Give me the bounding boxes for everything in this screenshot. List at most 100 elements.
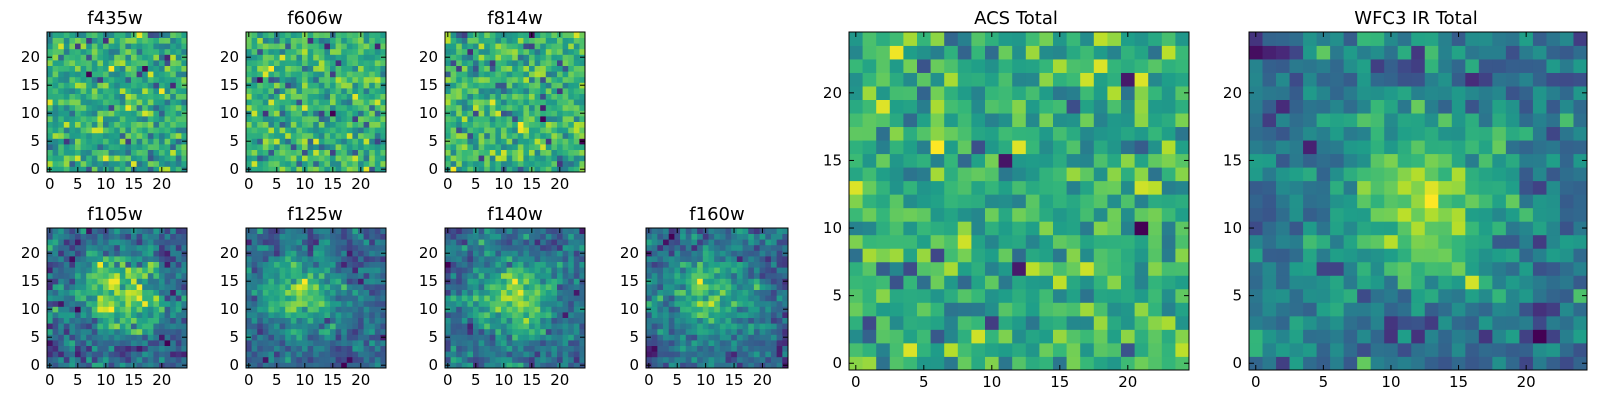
heatmap-cell — [114, 43, 121, 50]
heatmap-cell — [318, 138, 325, 145]
heatmap-cell — [175, 37, 182, 44]
heatmap-cell — [668, 323, 675, 330]
heatmap-cell — [159, 244, 165, 251]
heatmap-cell — [318, 295, 325, 302]
heatmap-cell — [971, 221, 986, 236]
heatmap-cell — [324, 272, 331, 279]
heatmap-cell — [478, 267, 485, 274]
heatmap-cell — [159, 121, 165, 128]
heatmap-cell — [579, 351, 586, 358]
heatmap-cell — [125, 149, 132, 156]
heatmap-cell — [714, 306, 721, 313]
heatmap-cell — [52, 127, 59, 134]
heatmap-cell — [1053, 275, 1067, 290]
heatmap-cell — [358, 71, 364, 78]
heatmap-cell — [450, 166, 457, 173]
heatmap-cell — [484, 356, 491, 363]
heatmap-cell — [1053, 342, 1067, 357]
heatmap-cell — [352, 54, 359, 61]
heatmap-cell — [985, 180, 999, 195]
heatmap-cell — [131, 233, 137, 240]
heatmap-cell — [268, 88, 275, 94]
heatmap-cell — [69, 306, 76, 313]
y-tick-label: 5 — [428, 132, 438, 150]
heatmap-cell — [680, 340, 687, 346]
heatmap-cell — [862, 302, 877, 317]
heatmap-cell — [770, 323, 778, 330]
heatmap-cell — [529, 317, 535, 324]
heatmap-cell — [358, 351, 364, 358]
heatmap-cell — [341, 356, 348, 363]
heatmap-cell — [573, 228, 580, 234]
heatmap-cell — [540, 334, 547, 341]
heatmap-cell — [91, 239, 98, 246]
heatmap-cell — [876, 153, 891, 168]
heatmap-cell — [776, 340, 783, 346]
heatmap-cell — [579, 233, 586, 240]
heatmap-cell — [903, 167, 918, 182]
heatmap-cell — [341, 60, 348, 66]
heatmap-cell — [251, 278, 258, 285]
heatmap-cell — [529, 306, 535, 313]
heatmap-cell — [540, 48, 547, 55]
heatmap-cell — [702, 244, 709, 251]
heatmap-cell — [175, 250, 182, 257]
heatmap-cell — [674, 256, 681, 262]
heatmap-cell — [573, 334, 580, 341]
heatmap-cell — [80, 295, 87, 302]
heatmap-cell — [1175, 261, 1190, 276]
heatmap-cell — [534, 278, 541, 285]
heatmap-cell — [461, 60, 468, 66]
heatmap-cell — [302, 104, 308, 111]
heatmap-cell — [478, 362, 485, 369]
heatmap-cell — [80, 267, 87, 274]
heatmap-cell — [52, 323, 59, 330]
heatmap-cell — [562, 289, 569, 296]
heatmap-cell — [268, 244, 275, 251]
heatmap-cell — [523, 99, 530, 106]
heatmap-cell — [52, 328, 59, 335]
heatmap-cell — [725, 284, 732, 290]
heatmap-cell — [131, 289, 137, 296]
heatmap-cell — [363, 233, 370, 240]
heatmap-cell — [352, 250, 359, 257]
heatmap-cell — [557, 345, 563, 352]
heatmap-cell — [668, 278, 675, 285]
heatmap-cell — [142, 121, 149, 128]
heatmap-cell — [181, 351, 188, 358]
heatmap-cell — [753, 239, 760, 246]
heatmap-cell — [285, 54, 292, 61]
heatmap-cell — [268, 138, 275, 145]
heatmap-cell — [719, 239, 726, 246]
heatmap-cell — [540, 127, 547, 134]
y-tick-label: 0 — [30, 160, 40, 178]
heatmap-cell — [776, 261, 783, 268]
heatmap-cell — [473, 278, 479, 285]
heatmap-cell — [545, 228, 552, 234]
heatmap-cell — [153, 160, 160, 167]
heatmap-cell — [534, 76, 541, 83]
heatmap-cell — [274, 160, 280, 167]
x-tick-label: 5 — [471, 175, 481, 193]
heatmap-cell — [296, 323, 303, 330]
heatmap-cell — [307, 256, 314, 262]
heatmap-cell — [545, 356, 552, 363]
heatmap-cell — [285, 295, 292, 302]
heatmap-cell — [545, 93, 552, 100]
heatmap-cell — [708, 228, 715, 234]
heatmap-cell — [91, 144, 98, 150]
heatmap-cell — [302, 82, 308, 89]
heatmap-cell — [170, 250, 177, 257]
heatmap-cell — [313, 317, 320, 324]
heatmap-cell — [97, 261, 104, 268]
heatmap-cell — [450, 228, 457, 234]
heatmap-cell — [765, 340, 772, 346]
heatmap-cell — [702, 323, 709, 330]
heatmap-cell — [1012, 248, 1027, 263]
heatmap-cell — [484, 121, 491, 128]
heatmap-cell — [97, 289, 104, 296]
heatmap-cell — [512, 88, 519, 94]
heatmap-cell — [257, 362, 264, 369]
heatmap-cell — [324, 127, 331, 134]
